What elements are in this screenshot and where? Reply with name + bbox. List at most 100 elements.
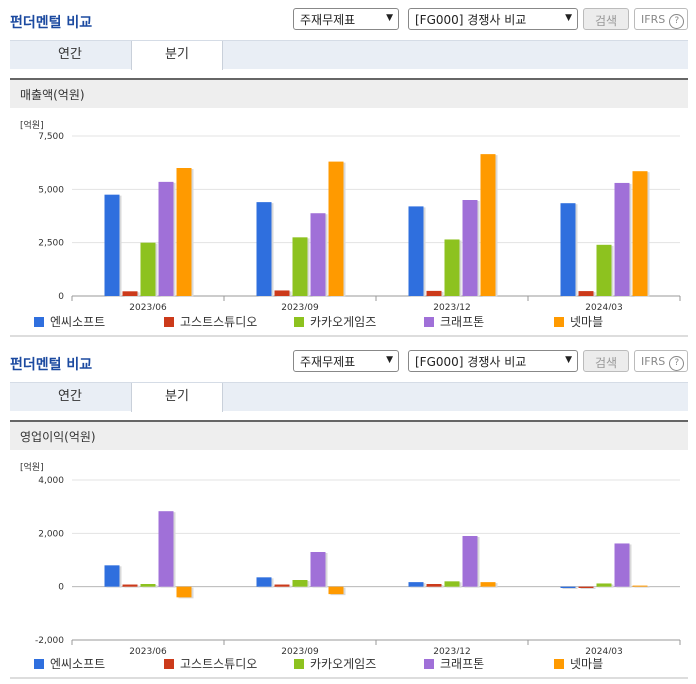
ifrs-help-button[interactable]: IFRS? bbox=[634, 350, 688, 372]
unit-label: [억원] bbox=[20, 463, 44, 473]
bar-shadow bbox=[634, 586, 650, 588]
bar bbox=[426, 290, 442, 296]
bar bbox=[256, 577, 272, 587]
bar bbox=[632, 585, 648, 587]
bar bbox=[480, 154, 496, 296]
legend-item: 크래프톤 bbox=[424, 655, 484, 672]
bar bbox=[462, 200, 478, 296]
ifrs-label: IFRS bbox=[641, 355, 666, 368]
bar bbox=[274, 584, 290, 587]
legend-label: 카카오게임즈 bbox=[310, 315, 377, 329]
question-icon: ? bbox=[669, 14, 685, 29]
y-tick-label: 5,000 bbox=[38, 185, 64, 195]
compare-select[interactable]: [FG000] 경쟁사 비교 ▼ bbox=[408, 8, 578, 30]
legend-swatch bbox=[164, 659, 174, 669]
x-tick-label: 2023/09 bbox=[281, 647, 319, 654]
chart-legend: 엔씨소프트 고스트스튜디오 카카오게임즈 크래프톤 넷마블 bbox=[34, 313, 684, 329]
fundamentals-panel-operating-profit: 펀더멘털 비교 주재무제표 ▼ [FG000] 경쟁사 비교 ▼ 검색 IFRS… bbox=[0, 342, 696, 684]
section-title: 매출액(억원) bbox=[10, 78, 688, 108]
bar bbox=[292, 580, 308, 587]
y-tick-label: 7,500 bbox=[38, 132, 64, 142]
bar bbox=[310, 552, 326, 587]
chevron-down-icon: ▼ bbox=[386, 355, 393, 365]
x-tick-label: 2024/03 bbox=[585, 647, 622, 654]
legend-swatch bbox=[554, 659, 564, 669]
legend-label: 넷마블 bbox=[570, 315, 604, 329]
legend-swatch bbox=[424, 659, 434, 669]
panel-toolbar: 펀더멘털 비교 주재무제표 ▼ [FG000] 경쟁사 비교 ▼ 검색 IFRS… bbox=[0, 342, 696, 380]
bar bbox=[328, 586, 344, 595]
bar bbox=[408, 582, 424, 587]
search-button[interactable]: 검색 bbox=[583, 350, 629, 372]
bar bbox=[158, 511, 174, 587]
tab-annual[interactable]: 연간 bbox=[58, 389, 82, 404]
bar bbox=[578, 291, 594, 296]
revenue-chart: 0 2,500 5,000 7,500 2023/06 2023/09 2023/12 202… bbox=[38, 132, 681, 310]
chevron-down-icon: ▼ bbox=[565, 13, 572, 23]
ifrs-help-button[interactable]: IFRS? bbox=[634, 8, 688, 30]
bar bbox=[632, 171, 648, 296]
legend-swatch bbox=[294, 317, 304, 327]
unit-label: [억원] bbox=[20, 121, 44, 131]
bar bbox=[256, 202, 272, 296]
bar-shadow bbox=[580, 587, 596, 589]
x-tick-label: 2023/12 bbox=[433, 303, 470, 310]
period-tabs: 연간 분기 bbox=[10, 382, 688, 412]
legend-swatch bbox=[294, 659, 304, 669]
y-tick-label: -2,000 bbox=[35, 636, 64, 646]
bar bbox=[328, 161, 344, 296]
panel-title: 펀더멘털 비교 bbox=[10, 15, 93, 31]
legend-swatch bbox=[164, 317, 174, 327]
statement-select-value: 주재무제표 bbox=[300, 355, 356, 369]
question-icon: ? bbox=[669, 356, 685, 371]
y-tick-label: 4,000 bbox=[38, 476, 64, 486]
bar bbox=[176, 586, 192, 598]
period-tabs: 연간 분기 bbox=[10, 40, 688, 70]
bar bbox=[140, 242, 156, 296]
legend-label: 크래프톤 bbox=[440, 657, 485, 671]
compare-select-value: [FG000] 경쟁사 비교 bbox=[415, 13, 527, 27]
compare-select-value: [FG000] 경쟁사 비교 bbox=[415, 355, 527, 369]
bar bbox=[158, 181, 174, 296]
fundamentals-panel-revenue: 펀더멘털 비교 주재무제표 ▼ [FG000] 경쟁사 비교 ▼ 검색 IFRS… bbox=[0, 0, 696, 340]
legend-item: 엔씨소프트 bbox=[34, 313, 105, 330]
tab-quarterly[interactable]: 분기 bbox=[131, 41, 223, 70]
bar bbox=[578, 586, 594, 588]
statement-select[interactable]: 주재무제표 ▼ bbox=[293, 8, 399, 30]
legend-item: 크래프톤 bbox=[424, 313, 484, 330]
legend-label: 엔씨소프트 bbox=[50, 315, 106, 329]
tab-quarterly[interactable]: 분기 bbox=[131, 383, 223, 412]
chevron-down-icon: ▼ bbox=[565, 355, 572, 365]
bar bbox=[122, 584, 138, 587]
legend-item: 엔씨소프트 bbox=[34, 655, 105, 672]
bar-shadow bbox=[562, 587, 578, 589]
bar bbox=[104, 565, 120, 587]
legend-item: 고스트스튜디오 bbox=[164, 313, 257, 330]
search-button[interactable]: 검색 bbox=[583, 8, 629, 30]
y-tick-label: 2,000 bbox=[38, 529, 64, 539]
legend-item: 넷마블 bbox=[554, 655, 603, 672]
legend-swatch bbox=[34, 659, 44, 669]
panel-divider bbox=[10, 335, 688, 337]
panel-title: 펀더멘털 비교 bbox=[10, 357, 93, 373]
compare-select[interactable]: [FG000] 경쟁사 비교 ▼ bbox=[408, 350, 578, 372]
bar bbox=[176, 168, 192, 296]
x-tick-label: 2023/06 bbox=[129, 647, 167, 654]
legend-label: 넷마블 bbox=[570, 657, 604, 671]
legend-item: 고스트스튜디오 bbox=[164, 655, 257, 672]
legend-swatch bbox=[554, 317, 564, 327]
chart-legend: 엔씨소프트 고스트스튜디오 카카오게임즈 크래프톤 넷마블 bbox=[34, 655, 684, 671]
legend-item: 넷마블 bbox=[554, 313, 603, 330]
panel-toolbar: 펀더멘털 비교 주재무제표 ▼ [FG000] 경쟁사 비교 ▼ 검색 IFRS… bbox=[0, 0, 696, 38]
statement-select[interactable]: 주재무제표 ▼ bbox=[293, 350, 399, 372]
y-tick-label: 2,500 bbox=[38, 239, 64, 249]
legend-item: 카카오게임즈 bbox=[294, 655, 376, 672]
bar bbox=[140, 584, 156, 587]
bar bbox=[122, 291, 138, 296]
bar bbox=[104, 194, 120, 296]
legend-item: 카카오게임즈 bbox=[294, 313, 376, 330]
bar bbox=[596, 583, 612, 587]
tab-annual[interactable]: 연간 bbox=[58, 47, 82, 62]
bar bbox=[614, 182, 630, 296]
legend-swatch bbox=[34, 317, 44, 327]
